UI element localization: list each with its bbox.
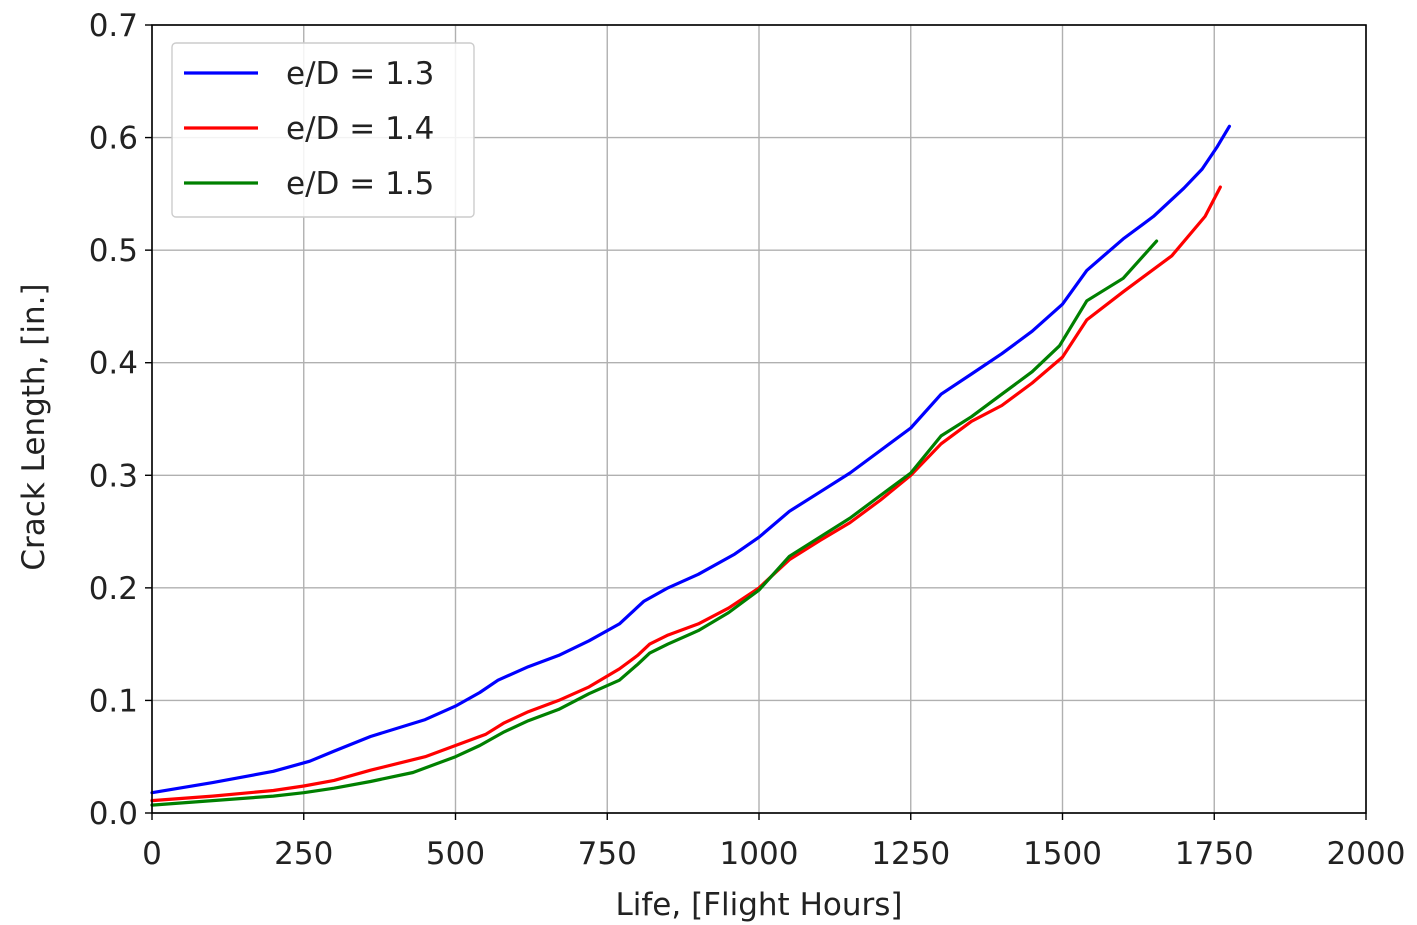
y-tick-label: 0.7: [89, 8, 138, 44]
y-tick-label: 0.1: [89, 683, 138, 719]
x-tick-label: 1500: [1023, 836, 1102, 872]
x-tick-label: 750: [578, 836, 637, 872]
x-tick-label: 250: [274, 836, 333, 872]
y-tick-label: 0.5: [89, 233, 138, 269]
series-line-3: [150, 239, 1159, 807]
series-line-2: [150, 185, 1222, 803]
y-tick-label: 0.4: [89, 346, 138, 382]
x-tick-label: 2000: [1327, 836, 1406, 872]
x-axis-ticks: 0 250 500 750 1000 1250 1500 1750 2000: [142, 813, 1405, 872]
x-tick-label: 1250: [871, 836, 950, 872]
x-tick-label: 1750: [1175, 836, 1254, 872]
legend-box: [171, 42, 475, 218]
series-line-1: [150, 124, 1231, 795]
legend-label-3: e/D = 1.5: [286, 166, 434, 202]
legend: e/D = 1.3 e/D = 1.4 e/D = 1.5: [171, 42, 475, 218]
x-tick-label: 500: [426, 836, 485, 872]
y-axis-label: Crack Length, [in.]: [16, 283, 52, 570]
x-tick-label: 0: [142, 836, 162, 872]
y-tick-label: 0.2: [89, 571, 138, 607]
series-group: [150, 124, 1231, 807]
legend-label-1: e/D = 1.3: [286, 56, 434, 92]
x-tick-label: 1000: [720, 836, 799, 872]
x-axis-label: Life, [Flight Hours]: [616, 887, 903, 923]
legend-label-2: e/D = 1.4: [286, 111, 434, 147]
y-tick-label: 0.3: [89, 458, 138, 494]
y-axis-ticks: 0.0 0.1 0.2 0.3 0.4 0.5 0.6 0.7: [89, 8, 152, 832]
y-tick-label: 0.6: [89, 121, 138, 157]
y-tick-label: 0.0: [89, 796, 138, 832]
